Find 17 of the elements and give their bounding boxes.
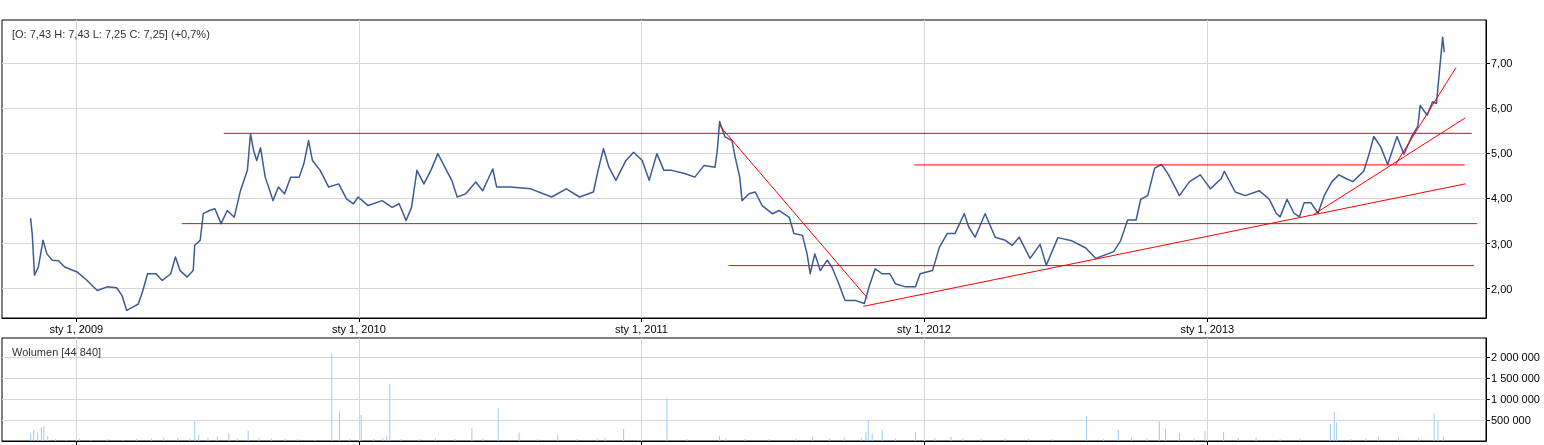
y-tick-label: 7,00 [1491,56,1513,69]
x-tick-label: sty 1, 2012 [897,322,951,335]
x-tick-label: sty 1, 2013 [1180,322,1235,335]
text: Wolumen [44 840] [12,345,102,358]
y-tick-label: 4,00 [1491,192,1513,205]
x-tick-label: sty 1, 2011 [614,322,668,335]
x-tick-label: sty 1, 2009 [49,322,104,335]
y-tick-label: 1 500 000 [1491,371,1540,384]
y-tick-label: 500 000 [1491,413,1531,426]
y-tick-label: 6,00 [1491,102,1513,115]
text: [O: 7,43 H: 7,43 L: 7,25 C: 7,25] (+0,7%) [12,27,210,40]
y-tick-label: 2 000 000 [1491,350,1540,363]
x-tick-label: sty 1, 2010 [331,322,386,335]
y-tick-label: 5,00 [1491,147,1513,160]
y-tick-label: 1 000 000 [1491,392,1540,405]
y-tick-label: 3,00 [1491,237,1513,250]
y-tick-label: 2,00 [1491,282,1513,295]
